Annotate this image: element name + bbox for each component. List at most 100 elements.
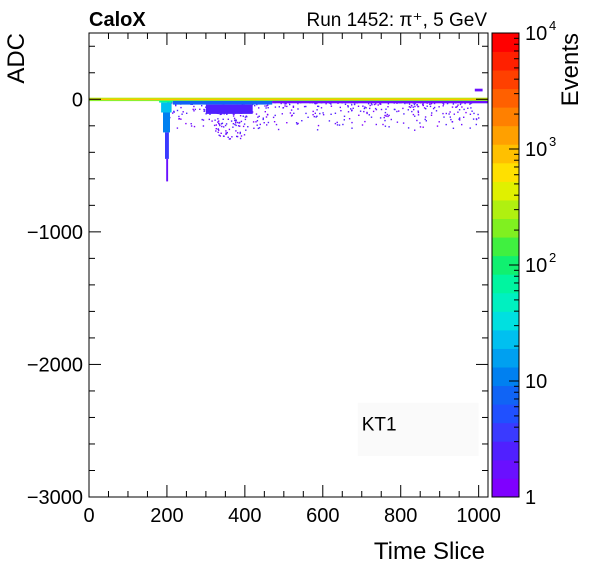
colorbar-band xyxy=(492,422,519,442)
heatmap-scatter-cell xyxy=(176,127,179,129)
colorbar-band xyxy=(492,200,519,219)
x-tick-label: 600 xyxy=(306,505,339,527)
heatmap-scatter-cell xyxy=(412,106,414,108)
heatmap-scatter-cell xyxy=(252,121,255,123)
heatmap-scatter-cell xyxy=(243,134,246,136)
heatmap-scatter-cell xyxy=(449,111,451,113)
heatmap-scatter-cell xyxy=(232,126,234,128)
heatmap-scatter-cell xyxy=(317,124,320,127)
heatmap-scatter-cell xyxy=(377,104,379,106)
heatmap-scatter-cell xyxy=(442,112,444,115)
heatmap-scatter-cell xyxy=(470,102,472,105)
annotation-label: KT1 xyxy=(362,415,397,436)
heatmap-scatter-cell xyxy=(286,105,288,108)
heatmap-scatter-cell xyxy=(218,129,220,131)
heatmap-scatter-cell xyxy=(199,108,201,110)
heatmap-scatter-cell xyxy=(328,120,331,122)
heatmap-scatter-cell xyxy=(379,117,382,119)
heatmap-scatter-cell xyxy=(182,111,184,113)
heatmap-scatter-cell xyxy=(340,110,342,112)
heatmap-scatter-cell xyxy=(373,103,376,106)
heatmap-scatter-cell xyxy=(379,103,381,105)
heatmap-scatter-cell xyxy=(232,113,234,115)
heatmap-scatter-cell xyxy=(236,135,238,138)
heatmap-scatter-cell xyxy=(361,124,364,126)
heatmap-cell xyxy=(165,132,169,159)
heatmap-scatter-cell xyxy=(176,109,179,112)
x-axis-label: Time Slice xyxy=(374,538,485,565)
heatmap-scatter-cell xyxy=(286,122,288,124)
heatmap-scatter-cell xyxy=(225,133,227,135)
colorbar-band xyxy=(492,237,519,257)
heatmap-scatter-cell xyxy=(172,112,174,114)
colorbar-band xyxy=(492,329,519,349)
heatmap-scatter-cell xyxy=(364,106,366,108)
heatmap-scatter-cell xyxy=(422,126,424,128)
heatmap-scatter-cell xyxy=(211,120,213,122)
heatmap-scatter-cell xyxy=(374,107,377,110)
heatmap-scatter-cell xyxy=(422,103,424,106)
heatmap-cell xyxy=(272,100,488,104)
heatmap-scatter-cell xyxy=(229,138,231,140)
heatmap-scatter-cell xyxy=(203,110,205,112)
heatmap-scatter-cell xyxy=(472,118,475,120)
heatmap-scatter-cell xyxy=(222,118,224,120)
heatmap-scatter-cell xyxy=(365,107,367,109)
heatmap-scatter-cell xyxy=(458,118,460,120)
heatmap-scatter-cell xyxy=(217,118,219,120)
heatmap-scatter-cell xyxy=(417,110,419,112)
heatmap-scatter-cell xyxy=(315,103,317,105)
heatmap-scatter-cell xyxy=(305,105,307,108)
heatmap-scatter-cell xyxy=(396,121,399,123)
heatmap-scatter-cell xyxy=(230,120,233,122)
chart-title-right: Run 1452: π⁺, 5 GeV xyxy=(306,10,487,31)
heatmap-scatter-cell xyxy=(351,127,353,129)
heatmap-scatter-cell xyxy=(185,122,187,125)
heatmap-scatter-cell xyxy=(244,118,247,121)
colorbar-band xyxy=(492,348,519,368)
heatmap-scatter-cell xyxy=(429,105,432,108)
heatmap-scatter-cell xyxy=(220,132,222,134)
heatmap-scatter-cell xyxy=(363,110,365,113)
colorbar-band xyxy=(492,459,519,479)
colorbar-band xyxy=(492,88,519,108)
colorbar-band xyxy=(492,404,519,424)
colorbar-band xyxy=(492,255,519,275)
heatmap-scatter-cell xyxy=(344,103,347,105)
heatmap-scatter-cell xyxy=(236,135,239,138)
heatmap-scatter-cell xyxy=(186,112,188,114)
heatmap-scatter-cell xyxy=(242,125,245,128)
heatmap-scatter-cell xyxy=(330,103,332,105)
heatmap-scatter-cell xyxy=(213,124,216,127)
heatmap-scatter-cell xyxy=(336,124,339,126)
heatmap-scatter-cell xyxy=(290,115,293,117)
heatmap-scatter-cell xyxy=(422,104,424,107)
heatmap-scatter-cell xyxy=(330,113,332,115)
y-tick-label: −1000 xyxy=(27,222,83,244)
heatmap-scatter-cell xyxy=(201,118,203,121)
heatmap-scatter-cell xyxy=(426,105,428,107)
heatmap-scatter-cell xyxy=(175,104,177,107)
heatmap-scatter-cell xyxy=(256,103,258,106)
heatmap-scatter-cell xyxy=(375,123,377,126)
heatmap-scatter-cell xyxy=(368,114,370,116)
heatmap-scatter-cell xyxy=(366,112,368,115)
heatmap-scatter-cell xyxy=(255,121,257,123)
colorbar-band xyxy=(492,367,519,387)
heatmap-scatter-cell xyxy=(448,113,450,115)
heatmap-scatter-cell xyxy=(352,107,354,109)
heatmap-scatter-cell xyxy=(475,123,477,126)
heatmap-scatter-cell xyxy=(180,106,182,109)
heatmap-scatter-cell xyxy=(351,104,353,106)
heatmap-scatter-cell xyxy=(245,129,247,131)
heatmap-scatter-cell xyxy=(445,123,447,126)
heatmap-scatter-cell xyxy=(367,103,370,105)
heatmap-scatter-cell xyxy=(217,131,219,133)
heatmap-scatter-cell xyxy=(242,115,244,117)
heatmap-scatter-cell xyxy=(388,114,390,117)
colorbar-band xyxy=(492,441,519,461)
heatmap-scatter-cell xyxy=(471,110,473,112)
heatmap-scatter-cell xyxy=(408,106,411,108)
heatmap-scatter-cell xyxy=(407,127,410,129)
